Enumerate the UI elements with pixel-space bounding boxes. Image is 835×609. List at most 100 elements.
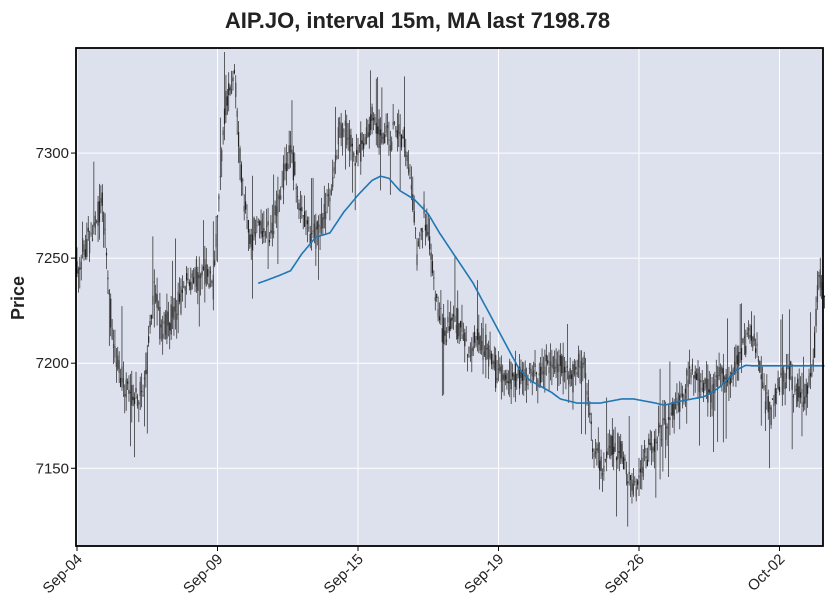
candle-body [570,374,573,379]
candle-body [104,228,106,230]
candlestick [135,371,137,399]
candle-body [608,445,611,448]
candlestick [652,446,654,462]
candlestick [809,312,812,390]
candlestick [769,401,771,469]
candle-body [103,212,105,235]
candlestick [384,122,386,144]
candlestick [513,372,515,398]
candle-body [406,155,408,162]
candle-body [759,361,761,373]
candlestick [555,348,557,378]
candle-body [569,368,571,379]
candle-body [246,216,248,218]
candle-body [511,372,514,377]
candlestick [676,383,678,414]
candle-body [327,193,330,197]
candle-body [111,327,113,340]
candlestick [200,272,202,296]
candlestick [718,352,720,381]
candlestick [403,76,405,158]
candle-body [604,459,606,461]
candlestick [760,356,762,426]
candlestick [791,363,793,450]
candlestick [82,221,84,259]
candle-body [261,231,264,237]
candlestick [115,348,117,383]
candle-body [636,480,639,485]
candle-body [638,475,640,479]
candle-body [228,83,230,96]
candle-body [625,469,627,475]
candle-body [562,355,564,382]
candlestick [79,256,81,289]
candlestick-series [76,52,826,527]
candlestick [377,76,379,148]
candlestick [145,352,147,388]
x-tick-label: Sep-09 [180,551,226,597]
candlestick [607,433,609,456]
candlestick [306,216,309,243]
candle-body [757,358,760,362]
candlestick [250,228,252,260]
candle-body [240,164,242,183]
candle-body [167,311,169,326]
candle-body [686,369,688,376]
candlestick [781,314,783,406]
candle-body [474,331,476,343]
candlestick [445,327,448,346]
candle-body [771,398,774,400]
candle-body [358,144,361,147]
candlestick [648,433,650,462]
candlestick [549,343,552,381]
candlestick [86,222,88,260]
candle-body [540,366,542,383]
candlestick [226,88,228,115]
candlestick [430,243,432,277]
candle-body [610,435,612,457]
candlestick [604,458,606,463]
candlestick [347,123,349,151]
candlestick [212,221,214,311]
candlestick [561,353,563,377]
candlestick [634,476,636,486]
candle-body [582,362,584,369]
candle-body [805,383,807,398]
candle-body [509,361,511,384]
candlestick [788,309,790,392]
candle-body [308,227,310,229]
candle-body [579,366,581,369]
candlestick [823,295,826,309]
candle-body [434,296,436,301]
candle-body [299,208,301,211]
candle-body [180,286,182,314]
candle-body [119,377,122,387]
candle-body [391,141,393,150]
candle-body [580,360,582,385]
candle-body [592,448,594,452]
candlestick [195,256,198,293]
candle-body [823,295,826,298]
candle-body [388,139,390,141]
candle-body [216,215,219,218]
candlestick [417,238,420,247]
candlestick [708,371,710,395]
candlestick [478,314,480,354]
candlestick [379,117,382,191]
candle-body [585,373,587,380]
candle-body [444,330,446,336]
candlestick [645,447,647,469]
candle-body [407,167,410,173]
candle-body [281,185,283,188]
candle-body [555,358,557,369]
candle-body [684,388,686,394]
candlestick [215,216,217,261]
candle-body [700,380,702,383]
candlestick [353,151,355,162]
candle-body [533,370,535,380]
candlestick [469,342,471,362]
candlestick [642,448,644,481]
candlestick [111,318,113,341]
candle-body [760,374,762,380]
candlestick [334,106,337,175]
